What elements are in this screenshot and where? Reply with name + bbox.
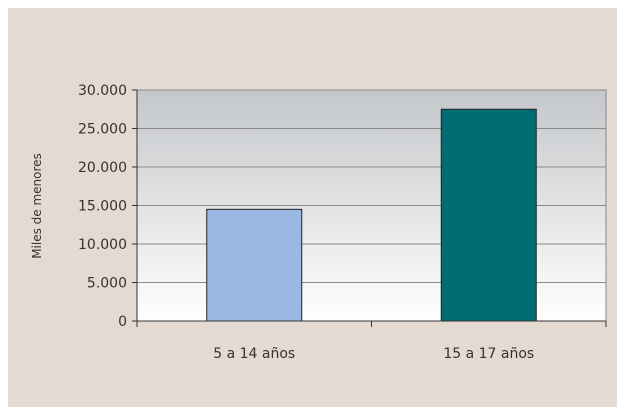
y-tick-label-5: 25.000 <box>78 122 127 138</box>
bars <box>206 108 537 322</box>
x-tick-labels: 5 a 14 años 15 a 17 años <box>213 346 534 362</box>
x-tick-label-1: 15 a 17 años <box>443 346 534 362</box>
y-tick-labels: 0 5.000 10.000 15.000 20.000 25.000 30.000 <box>78 83 127 330</box>
x-tick-label-0: 5 a 14 años <box>213 346 295 362</box>
y-tick-label-6: 30.000 <box>78 83 127 99</box>
y-tick-label-2: 10.000 <box>78 237 127 253</box>
y-tick-label-0: 0 <box>118 314 127 330</box>
y-tick-label-3: 15.000 <box>78 199 127 215</box>
bar-0 <box>206 208 303 322</box>
y-tick-label-1: 5.000 <box>87 276 127 292</box>
y-tick-label-4: 20.000 <box>78 160 127 176</box>
axes <box>132 89 607 327</box>
bar-1 <box>440 108 537 322</box>
y-axis-title: Miles de menores <box>30 153 44 259</box>
